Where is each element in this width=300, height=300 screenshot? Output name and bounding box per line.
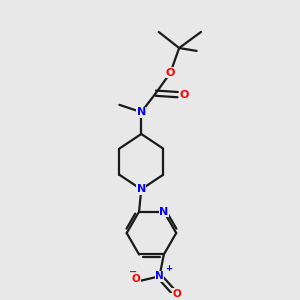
Text: O: O — [132, 274, 140, 284]
Text: +: + — [165, 264, 172, 273]
Text: O: O — [172, 289, 181, 299]
Text: O: O — [179, 90, 189, 100]
Text: N: N — [136, 184, 146, 194]
Text: O: O — [166, 68, 175, 78]
Text: N: N — [136, 107, 146, 117]
Text: N: N — [155, 271, 164, 281]
Text: N: N — [159, 207, 169, 217]
Text: −: − — [130, 267, 138, 277]
